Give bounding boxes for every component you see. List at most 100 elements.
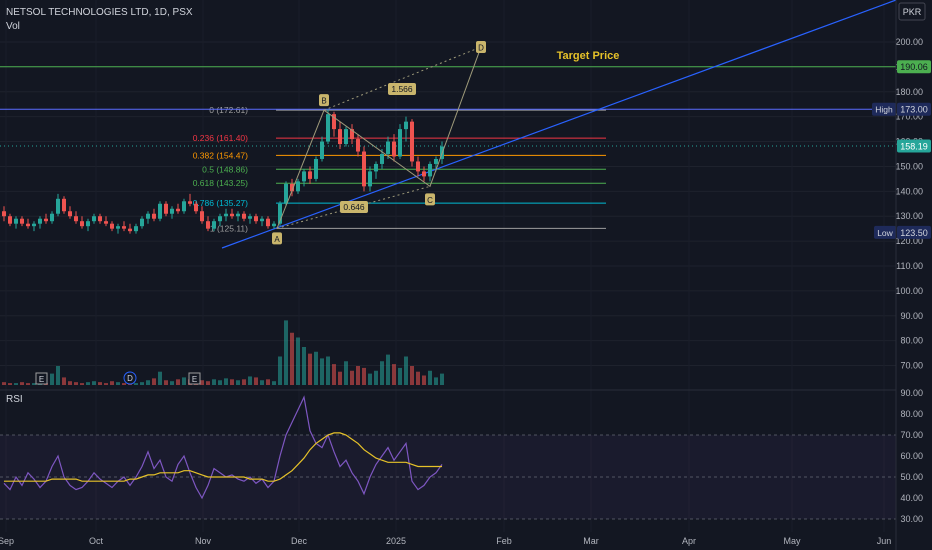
volume-bar	[284, 320, 288, 385]
volume-bar	[98, 382, 102, 385]
volume-bar	[290, 332, 294, 385]
svg-text:E: E	[192, 375, 197, 384]
svg-text:D: D	[127, 374, 133, 383]
fib-level-label: 0 (172.61)	[209, 105, 248, 115]
candle-body	[104, 221, 108, 224]
candle-body	[110, 223, 114, 229]
volume-bar	[56, 366, 60, 385]
candle-body	[134, 226, 138, 232]
volume-bar	[212, 379, 216, 385]
pattern-point-label: B	[321, 97, 326, 106]
candle-body	[272, 223, 276, 227]
time-tick-label: Oct	[89, 536, 104, 546]
bd-ratio-badge	[388, 83, 416, 95]
trend-line	[221, 0, 897, 249]
pattern-point-label: C	[427, 196, 433, 205]
volume-bar	[164, 380, 168, 385]
candle-body	[422, 171, 426, 177]
low-price-badge: 123.50	[900, 228, 928, 238]
candle-body	[302, 171, 306, 182]
candle-body	[386, 141, 390, 154]
volume-bar	[158, 371, 162, 385]
time-tick-label: Mar	[583, 536, 599, 546]
pattern-point-marker	[476, 40, 486, 53]
candle-body	[182, 201, 186, 212]
price-tick-label: 200.00	[895, 37, 923, 47]
volume-bar	[338, 371, 342, 385]
price-tick-label: 70.00	[900, 361, 923, 371]
volume-bar	[104, 383, 108, 385]
volume-bar	[326, 356, 330, 385]
volume-bar	[68, 381, 72, 385]
fib-level-label: 0.5 (148.86)	[202, 164, 248, 174]
time-tick-label: May	[783, 536, 801, 546]
volume-bar	[14, 383, 18, 385]
volume-bar	[428, 370, 432, 385]
pattern-point-marker	[272, 232, 282, 245]
candle-body	[212, 221, 216, 229]
volume-bar	[362, 367, 366, 385]
volume-bar	[410, 366, 414, 385]
price-tick-label: 180.00	[895, 87, 923, 97]
volume-bar	[308, 353, 312, 385]
price-tick-label: 150.00	[895, 161, 923, 171]
volume-bar	[122, 383, 126, 385]
pattern-point-marker	[425, 193, 435, 206]
volume-bar	[434, 377, 438, 385]
volume-bar	[140, 382, 144, 385]
candle-body	[26, 223, 30, 227]
candle-body	[62, 198, 66, 212]
fib-level-label: 0.236 (161.40)	[193, 133, 248, 143]
price-tick-label: 80.00	[900, 336, 923, 346]
candle-body	[230, 213, 234, 217]
volume-bar	[386, 354, 390, 385]
currency-badge[interactable]: PKR	[903, 7, 922, 17]
candle-body	[68, 211, 72, 217]
time-tick-label: Sep	[0, 536, 14, 546]
low-price-badge-bg	[897, 225, 931, 239]
candle-body	[44, 218, 48, 222]
volume-bar	[302, 347, 306, 385]
volume-bar	[248, 376, 252, 385]
candle-body	[218, 216, 222, 222]
high-price-badge-bg	[897, 102, 931, 116]
candle-body	[254, 216, 258, 222]
rsi-tick-label: 50.00	[900, 472, 923, 482]
fib-level-label: 0.382 (154.47)	[193, 150, 248, 160]
volume-bar	[134, 383, 138, 385]
volume-bar	[374, 370, 378, 385]
candle-body	[350, 129, 354, 140]
candle-body	[128, 228, 132, 232]
candle-body	[200, 211, 204, 222]
volume-bar	[272, 381, 276, 385]
candle-body	[224, 213, 228, 217]
candle-body	[434, 158, 438, 164]
abcd-pattern-path	[276, 46, 482, 229]
candle-body	[242, 213, 246, 219]
candle-body	[266, 218, 270, 227]
candle-body	[116, 226, 120, 229]
price-tick-label: 130.00	[895, 211, 923, 221]
candle-body	[320, 141, 324, 159]
candle-body	[392, 141, 396, 157]
candle-body	[38, 218, 42, 224]
high-tag-label: High	[875, 105, 893, 115]
volume-bar	[26, 383, 30, 385]
time-tick-label: Dec	[291, 536, 308, 546]
candle-body	[80, 221, 84, 227]
volume-bar	[398, 367, 402, 385]
high-tag-bg	[872, 102, 896, 116]
rsi-tick-label: 90.00	[900, 388, 923, 398]
volume-bar	[380, 361, 384, 385]
fib-level-label: 0.618 (143.25)	[193, 178, 248, 188]
volume-bar	[2, 382, 6, 385]
price-tick-label: 90.00	[900, 311, 923, 321]
volume-bar	[416, 371, 420, 385]
price-tick-label: 110.00	[896, 261, 923, 271]
pattern-point-label: D	[478, 43, 484, 52]
time-tick-label: 2025	[386, 536, 406, 546]
candle-body	[56, 198, 60, 214]
price-tick-label: 100.00	[895, 286, 923, 296]
last-price-badge: 158.19	[900, 142, 928, 152]
